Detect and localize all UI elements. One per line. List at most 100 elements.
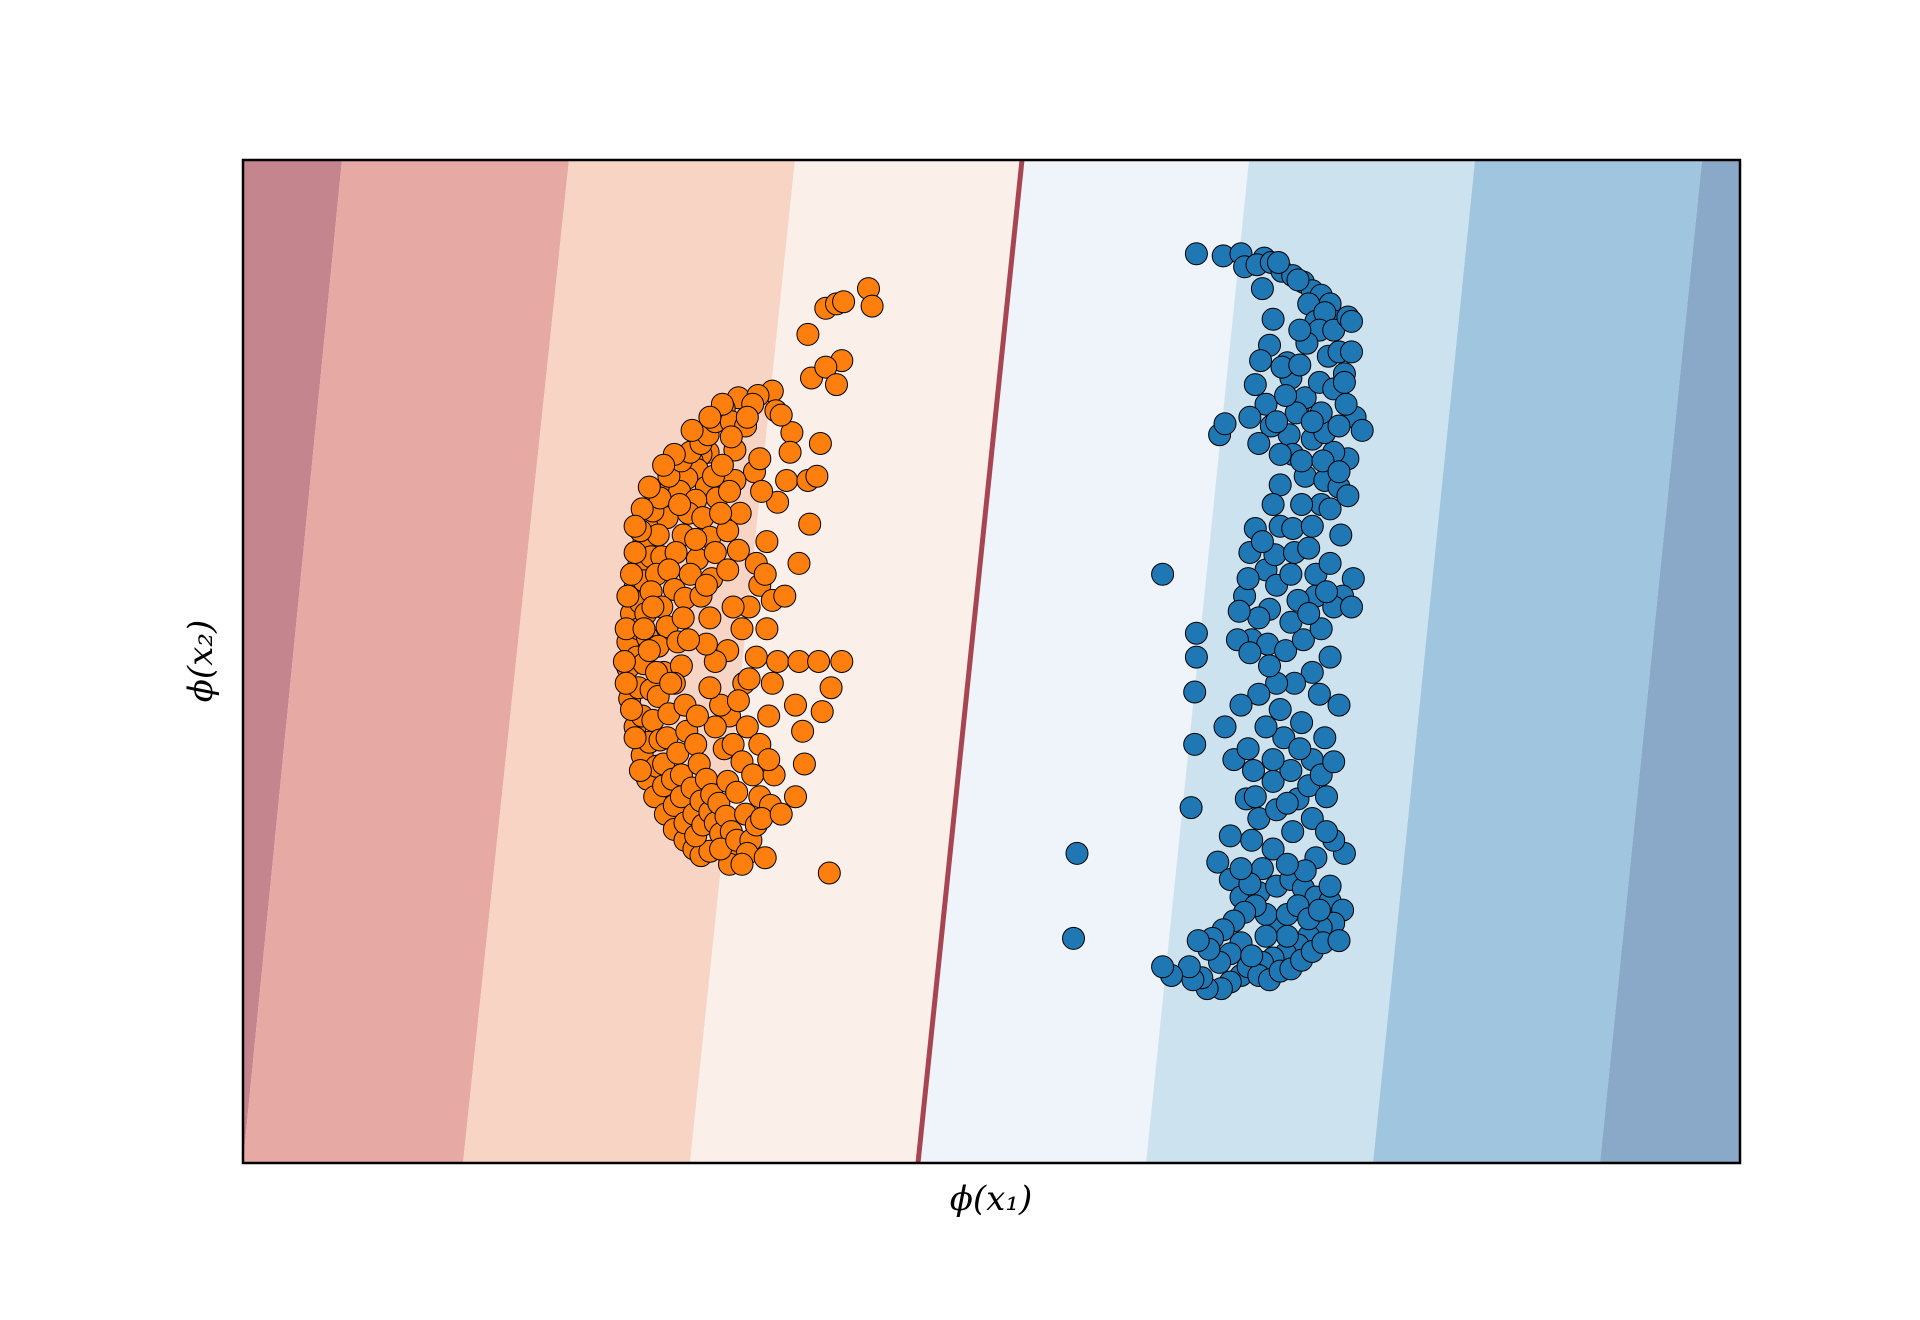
- scatter-point-class-1: [721, 595, 745, 619]
- scatter-point-class-1: [814, 355, 838, 379]
- scatter-point-class-1: [791, 719, 815, 743]
- scatter-point-class-2: [1332, 370, 1356, 394]
- contour-band-7: [1373, 160, 1702, 1163]
- scatter-point-class-2: [1275, 852, 1299, 876]
- scatter-point-class-2: [1300, 660, 1324, 684]
- scatter-point-class-1: [753, 562, 777, 586]
- scatter-point-class-2: [1318, 874, 1342, 898]
- scatter-point-class-2: [1183, 680, 1207, 704]
- scatter-point-class-1: [787, 551, 811, 575]
- scatter-point-class-1: [710, 453, 734, 477]
- scatter-point-class-1: [725, 780, 749, 804]
- scatter-point-class-2: [1327, 460, 1351, 484]
- scatter-point-class-2: [1179, 796, 1203, 820]
- scatter-point-class-2: [1336, 484, 1360, 508]
- scatter-point-class-1: [798, 512, 822, 536]
- scatter-point-class-2: [1236, 737, 1260, 761]
- scatter-point-class-1: [769, 802, 793, 826]
- scatter-point-class-2: [1315, 580, 1338, 604]
- scatter-point-class-1: [637, 639, 661, 663]
- scatter-point-class-1: [632, 617, 656, 641]
- scatter-point-class-1: [694, 573, 718, 597]
- scatter-point-class-1: [750, 479, 774, 503]
- scatter-point-class-1: [817, 861, 841, 885]
- scatter-point-class-2: [1261, 748, 1285, 772]
- scatter-point-class-2: [1275, 924, 1299, 948]
- plot-frame: [241, 158, 1742, 1165]
- scatter-point-class-2: [1327, 929, 1351, 953]
- scatter-point-class-1: [637, 475, 661, 499]
- decision-boundary-line: [915, 160, 1025, 1163]
- scatter-point-class-2: [1290, 711, 1314, 735]
- scatter-point-class-2: [1240, 944, 1264, 968]
- scatter-point-class-2: [1265, 410, 1289, 434]
- scatter-point-class-2: [1315, 785, 1338, 809]
- scatter-point-class-2: [1327, 693, 1351, 717]
- scatter-point-class-1: [620, 562, 643, 586]
- scatter-point-class-1: [755, 617, 779, 641]
- scatter-point-class-2: [1340, 309, 1363, 333]
- scatter-point-class-2: [1249, 349, 1273, 373]
- x-axis-label: ϕ(x₁): [950, 1179, 1033, 1219]
- scatter-point-class-1: [832, 290, 856, 314]
- scatter-point-class-2: [1315, 820, 1338, 844]
- scatter-point-class-1: [623, 726, 647, 750]
- scatter-point-class-2: [1261, 307, 1285, 331]
- scatter-point-class-1: [671, 606, 695, 630]
- scatter-point-class-2: [1206, 850, 1230, 874]
- scatter-point-class-2: [1261, 837, 1285, 861]
- scatter-point-class-2: [1281, 517, 1305, 540]
- scatter-point-class-1: [719, 425, 743, 449]
- scatter-point-class-2: [1286, 268, 1310, 292]
- scatter-point-class-2: [1250, 530, 1274, 554]
- scatter-point-class-1: [684, 527, 708, 551]
- scatter-point-class-1: [766, 650, 790, 673]
- scatter-point-class-1: [757, 748, 781, 772]
- scatter-point-class-1: [808, 432, 832, 455]
- scatter-point-class-2: [1268, 473, 1292, 497]
- scatter-point-class-1: [698, 676, 722, 700]
- scatter-point-class-1: [616, 584, 640, 608]
- scatter-point-class-2: [1290, 449, 1314, 473]
- scatter-point-class-2: [1272, 726, 1296, 750]
- scatter-point-class-1: [753, 846, 777, 870]
- decision-regions: [243, 160, 1740, 1163]
- scatter-point-class-2: [1300, 410, 1324, 434]
- scatter-point-class-2: [1247, 682, 1271, 706]
- scatter-point-class-2: [1250, 277, 1274, 301]
- scatter-point-class-2: [1350, 418, 1374, 442]
- scatter-point-class-1: [748, 447, 772, 471]
- scatter-point-class-2: [1247, 606, 1271, 630]
- scatter-point-class-2: [1261, 493, 1285, 516]
- scatter-point-class-2: [1322, 750, 1346, 774]
- scatter-point-class-2: [1291, 628, 1315, 652]
- scatter-point-class-2: [1229, 857, 1253, 881]
- scatter-point-class-2: [1247, 432, 1271, 455]
- contour-band-8: [1600, 160, 1740, 1163]
- scatter-point-class-1: [623, 541, 647, 564]
- scatter-point-class-2: [1151, 955, 1175, 979]
- scatter-point-class-2: [1288, 318, 1312, 342]
- scatter-point-class-2: [1254, 924, 1278, 948]
- scatter-point-class-2: [1327, 414, 1351, 438]
- scatter-point-class-1: [677, 628, 700, 652]
- scatter-point-class-2: [1329, 523, 1353, 547]
- scatter-point-class-1: [659, 671, 683, 695]
- scatter-point-class-2: [1151, 562, 1175, 586]
- scatter-point-class-2: [1065, 841, 1089, 865]
- scatter-point-class-2: [1274, 384, 1298, 407]
- scatter-point-class-2: [1288, 737, 1312, 761]
- scatter-point-class-2: [1313, 726, 1337, 750]
- scatter-point-class-1: [730, 852, 754, 876]
- scatter-point-class-1: [805, 464, 829, 488]
- scatter-point-class-2: [1279, 759, 1303, 782]
- scatter-point-class-2: [1274, 639, 1298, 663]
- scatter-point-class-2: [1318, 551, 1342, 575]
- scatter-point-class-2: [1309, 617, 1333, 641]
- scatter-point-class-2: [1184, 242, 1208, 266]
- scatter-point-class-1: [755, 530, 779, 554]
- scatter-point-class-2: [1268, 442, 1292, 466]
- scatter-point-class-1: [792, 752, 816, 776]
- scatter-point-class-2: [1062, 926, 1085, 950]
- scatter-point-class-1: [773, 584, 797, 608]
